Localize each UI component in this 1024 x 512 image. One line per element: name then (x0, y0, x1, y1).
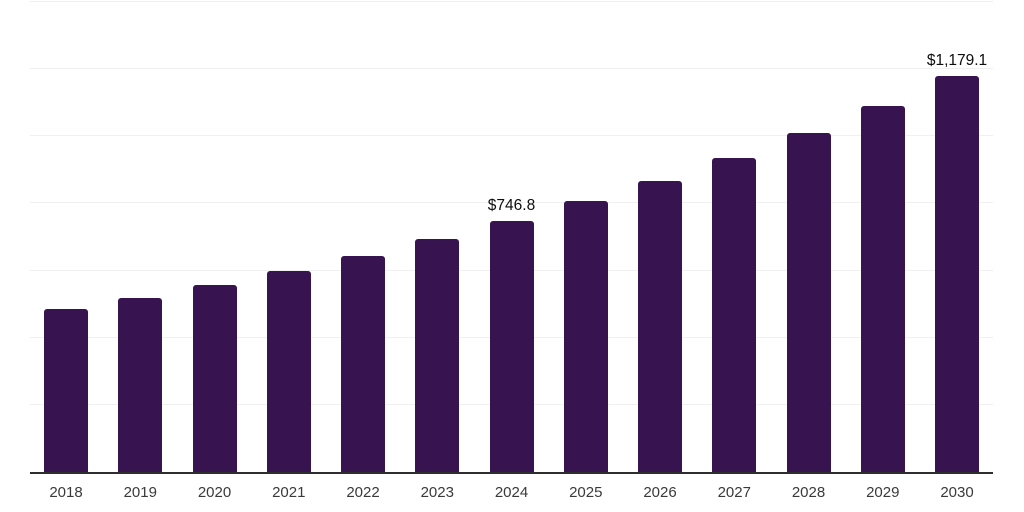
bar-column-2020 (192, 2, 237, 472)
x-tick-2026: 2026 (643, 484, 677, 501)
bar-column-2024: $746.8 (487, 2, 536, 472)
bar-2030 (935, 76, 979, 472)
x-tick-2024: 2024 (494, 484, 529, 501)
x-tick-2027: 2027 (717, 484, 751, 501)
bar-2029 (860, 106, 905, 472)
plot-area: $746.8 $1,179.1 (30, 1, 993, 474)
bar-2027 (712, 158, 757, 472)
bar-2025 (563, 201, 608, 472)
bar-2018 (44, 309, 88, 472)
x-tick-2030: 2030 (940, 484, 974, 501)
bar-column-2022 (341, 2, 385, 472)
x-tick-2019: 2019 (123, 484, 157, 501)
x-tick-2023: 2023 (420, 484, 454, 501)
bar-value-label-2024: $746.8 (487, 197, 536, 214)
x-tick-2020: 2020 (197, 484, 232, 501)
bar-column-2026 (638, 2, 682, 472)
bar-column-2018 (44, 2, 88, 472)
bars-container: $746.8 $1,179.1 (30, 2, 993, 472)
gridline-1000 (30, 135, 993, 137)
x-tick-2029: 2029 (866, 484, 900, 501)
bar-2024 (489, 221, 534, 472)
x-axis: 2018 2019 2020 2021 2022 2023 2024 2025 2026 2027… (30, 485, 993, 501)
bar-2028 (786, 133, 831, 472)
bar-2022 (341, 256, 385, 472)
bar-column-2030: $1,179.1 (927, 2, 987, 472)
x-tick-2022: 2022 (346, 484, 380, 501)
bar-column-2027 (712, 2, 757, 472)
bar-column-2025 (563, 2, 608, 472)
bar-column-2028 (786, 2, 831, 472)
bar-2023 (415, 239, 460, 472)
x-tick-2018: 2018 (49, 484, 83, 501)
x-tick-2021: 2021 (272, 484, 306, 501)
bar-column-2021 (266, 2, 311, 472)
gridline-800 (30, 202, 993, 204)
bar-2019 (118, 298, 163, 472)
gridline-1400 (30, 1, 993, 2)
bar-column-2029 (860, 2, 905, 472)
bar-column-2019 (118, 2, 163, 472)
bar-2020 (192, 285, 237, 472)
bar-2021 (266, 271, 311, 472)
x-tick-2025: 2025 (569, 484, 603, 501)
bar-2026 (638, 181, 682, 472)
x-tick-2028: 2028 (791, 484, 826, 501)
gridline-1200 (30, 68, 993, 70)
bar-value-label-2030: $1,179.1 (926, 52, 988, 69)
bar-column-2023 (415, 2, 460, 472)
